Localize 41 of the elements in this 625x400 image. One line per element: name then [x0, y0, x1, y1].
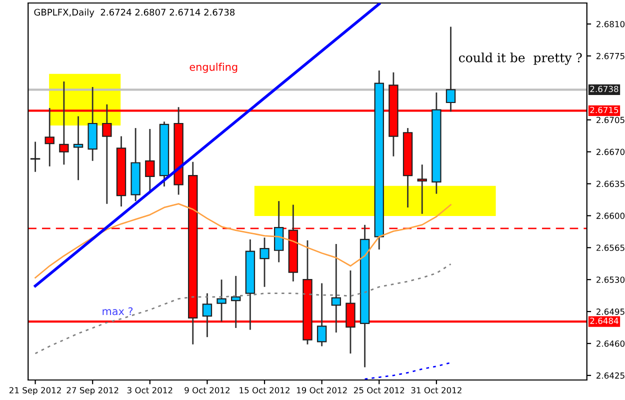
- candlestick: [231, 275, 241, 329]
- line-series: [34, 203, 452, 278]
- annotation: max ?: [102, 307, 133, 316]
- x-tick-label: 21 Sep 2012: [9, 387, 61, 396]
- x-tick-label: 27 Sep 2012: [66, 387, 118, 396]
- line-series: [364, 362, 452, 380]
- y-tick-label: 2.6705: [596, 116, 624, 124]
- y-tick-label: 2.6425: [596, 372, 624, 379]
- y-tick-label: 2.6670: [596, 148, 625, 156]
- candlestick: [417, 164, 427, 215]
- ref-line-label: 2.6484: [590, 318, 618, 324]
- candlestick: [446, 26, 456, 112]
- x-tick-label: 31 Oct 2012: [411, 387, 462, 394]
- y-tick-label: 2.6810: [596, 20, 625, 28]
- y-tick-label: 2.6460: [596, 340, 625, 347]
- candlestick: [145, 128, 155, 192]
- y-tick-label: 2.6565: [596, 244, 624, 251]
- ref-line-label: 2.6738: [590, 86, 618, 92]
- annotation: engulfing: [190, 62, 238, 73]
- x-tick-label: 15 Oct 2012: [240, 387, 290, 394]
- x-tick-label: 25 Oct 2012: [354, 387, 404, 394]
- ref-line-label: 2.6715: [590, 106, 618, 114]
- candlestick: [331, 243, 342, 334]
- line-series: [34, 263, 452, 354]
- candlestick: [316, 282, 327, 347]
- y-tick-label: 2.6600: [596, 212, 625, 219]
- x-tick-label: 9 Oct 2012: [184, 387, 230, 394]
- y-tick-label: 2.6495: [596, 308, 624, 315]
- text: GBPLFX,Daily 2.6724 2.6807 2.6714 2.6738: [34, 8, 235, 18]
- y-tick-label: 2.6530: [596, 276, 625, 283]
- candlestick: [30, 141, 40, 173]
- y-tick-label: 2.6775: [596, 52, 624, 60]
- candlestick: [216, 278, 226, 322]
- candlestick: [260, 236, 270, 288]
- y-tick-label: 2.6635: [596, 180, 624, 188]
- x-tick-label: 3 Oct 2012: [127, 387, 172, 394]
- candlestick: [274, 200, 284, 263]
- annotation: could it be pretty ?: [458, 52, 582, 65]
- candlestick: [73, 115, 84, 181]
- x-tick-label: 19 Oct 2012: [296, 387, 347, 394]
- candlestick: [202, 292, 212, 338]
